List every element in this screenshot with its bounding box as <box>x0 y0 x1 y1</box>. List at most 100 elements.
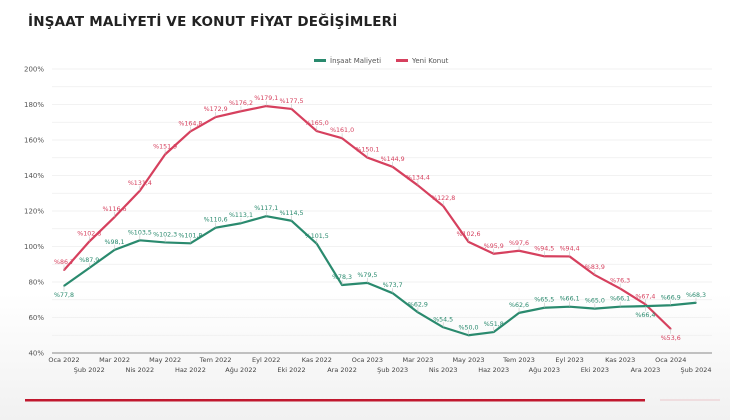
data-label: %83,9 <box>585 264 605 271</box>
x-tick-label: Şub 2022 <box>74 366 105 374</box>
data-label: %113,1 <box>229 212 253 219</box>
y-tick-label: 160% <box>24 137 44 145</box>
data-label: %68,3 <box>686 292 706 299</box>
x-tick-label: Ağu 2022 <box>225 366 256 374</box>
x-tick-label: Haz 2022 <box>175 366 206 374</box>
data-label: %51,8 <box>484 321 504 328</box>
data-label: %179,1 <box>254 95 278 102</box>
legend-swatch <box>314 59 326 62</box>
data-label: %161,0 <box>330 127 354 134</box>
x-tick-label: Kas 2023 <box>605 356 635 364</box>
data-label: %86,7 <box>54 259 74 266</box>
y-tick-label: 120% <box>24 208 44 216</box>
data-label: %122,8 <box>431 195 455 202</box>
x-tick-label: Tem 2023 <box>502 356 535 364</box>
x-tick-label: May 2023 <box>452 356 484 364</box>
x-tick-label: Eki 2022 <box>277 366 305 374</box>
data-label: %94,5 <box>534 245 554 252</box>
data-label: %102,3 <box>153 231 177 238</box>
data-point <box>341 284 343 286</box>
y-tick-label: 100% <box>24 243 44 251</box>
legend-label: İnşaat Maliyeti <box>330 56 381 65</box>
data-label: %66,4 <box>635 312 655 319</box>
data-label: %73,7 <box>383 282 403 289</box>
x-tick-label: Şub 2024 <box>681 366 712 374</box>
data-label: %144,9 <box>381 156 405 163</box>
data-label: %172,9 <box>204 106 228 113</box>
data-label: %78,3 <box>332 274 352 281</box>
data-point <box>63 269 65 271</box>
data-label: %97,6 <box>509 240 529 247</box>
data-label: %131,4 <box>128 180 152 187</box>
data-label: %53,6 <box>661 335 681 342</box>
x-tick-label: Ara 2023 <box>631 366 661 374</box>
data-point <box>417 311 419 314</box>
x-tick-label: Mar 2023 <box>402 356 433 364</box>
x-tick-label: Ağu 2023 <box>529 366 560 374</box>
y-tick-label: 40% <box>28 350 44 358</box>
data-label: %177,5 <box>280 98 304 105</box>
data-label: %117,1 <box>254 205 278 212</box>
data-label: %114,5 <box>280 210 304 217</box>
x-tick-label: Oca 2024 <box>655 356 686 364</box>
legend-label: Yeni Konut <box>411 57 449 65</box>
data-label: %102,8 <box>77 231 101 238</box>
data-label: %103,5 <box>128 229 152 236</box>
data-label: %66,1 <box>610 296 630 303</box>
chart-title: İNŞAAT MALİYETİ VE KONUT FİYAT DEĞİŞİMLE… <box>28 14 398 30</box>
data-label: %54,5 <box>433 316 453 323</box>
data-label: %76,3 <box>610 278 630 285</box>
series-line-yeni-konut <box>63 104 672 330</box>
data-label: %110,6 <box>204 217 228 224</box>
data-label: %79,5 <box>357 272 377 279</box>
data-label: %102,6 <box>456 231 480 238</box>
x-tick-label: May 2022 <box>149 356 181 364</box>
data-label: %134,4 <box>406 174 430 181</box>
data-label: %95,9 <box>484 243 504 250</box>
accent-bar <box>25 399 645 402</box>
x-tick-label: Eyl 2022 <box>252 356 280 364</box>
data-label: %165,0 <box>305 120 329 127</box>
data-point <box>695 301 697 304</box>
data-label: %50,0 <box>458 324 478 331</box>
data-label: %98,1 <box>105 239 125 246</box>
data-label: %65,5 <box>534 297 554 304</box>
y-tick-label: 60% <box>28 314 44 322</box>
x-tick-label: Eki 2023 <box>581 366 609 374</box>
x-tick-label: Oca 2022 <box>48 356 79 364</box>
x-tick-label: Eyl 2023 <box>555 356 583 364</box>
data-label: %116,6 <box>103 206 127 213</box>
series-line-insaat-maliyeti <box>63 215 697 337</box>
data-label: %101,8 <box>178 232 202 239</box>
x-tick-label: Tem 2022 <box>199 356 232 364</box>
data-label: %150,1 <box>355 147 379 154</box>
y-tick-label: 200% <box>24 66 44 74</box>
data-label: %67,4 <box>635 293 655 300</box>
data-label: %94,4 <box>560 245 580 252</box>
x-tick-label: Kas 2022 <box>302 356 332 364</box>
y-tick-label: 180% <box>24 101 44 109</box>
data-label: %65,0 <box>585 298 605 305</box>
legend-swatch <box>396 59 408 62</box>
x-tick-label: Mar 2022 <box>99 356 130 364</box>
data-label: %87,9 <box>79 257 99 264</box>
data-point <box>88 267 91 269</box>
x-tick-label: Nis 2023 <box>429 366 458 374</box>
y-tick-label: 140% <box>24 172 44 180</box>
x-tick-label: Oca 2023 <box>352 356 383 364</box>
data-label: %164,8 <box>178 120 202 127</box>
y-tick-label: 80% <box>28 279 44 287</box>
data-label: %151,9 <box>153 143 177 150</box>
x-tick-label: Şub 2023 <box>377 366 408 374</box>
data-label: %66,1 <box>560 296 580 303</box>
x-tick-label: Nis 2022 <box>126 366 155 374</box>
data-label: %62,9 <box>408 301 428 308</box>
data-label: %62,6 <box>509 302 529 309</box>
data-label: %176,2 <box>229 100 253 107</box>
x-tick-label: Ara 2022 <box>327 366 357 374</box>
data-label: %101,5 <box>305 233 329 240</box>
x-tick-label: Haz 2023 <box>478 366 509 374</box>
data-label: %66,9 <box>661 294 681 301</box>
